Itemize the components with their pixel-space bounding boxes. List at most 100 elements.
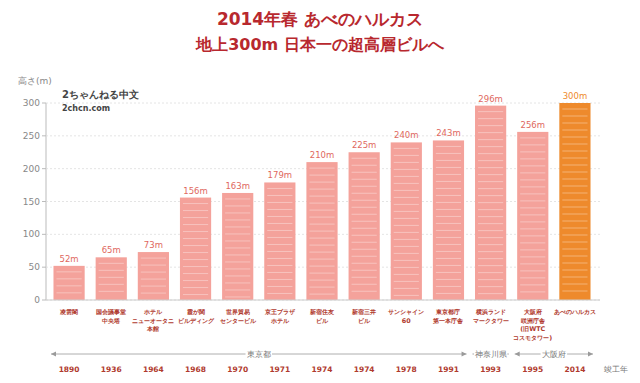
window-stripe xyxy=(394,176,419,177)
window-stripe xyxy=(520,165,545,166)
tick-label: 250 xyxy=(23,131,40,141)
window-stripe xyxy=(520,179,545,180)
bars xyxy=(53,103,590,300)
window-stripe xyxy=(478,223,503,224)
window-stripe xyxy=(225,226,250,227)
category-label: 新宿三井ビル xyxy=(351,308,376,325)
window-stripe xyxy=(309,266,334,267)
window-stripe xyxy=(520,186,545,187)
window-stripe xyxy=(394,267,419,268)
subtitle: 地上300m 日本一の超高層ビルへ xyxy=(195,35,445,54)
window-stripe xyxy=(309,189,334,190)
window-stripe xyxy=(562,151,587,152)
window-stripe xyxy=(141,265,166,266)
window-stripe xyxy=(520,263,545,264)
data-label: 296m xyxy=(478,94,503,104)
data-label: 65m xyxy=(102,245,121,255)
tick-label: 100 xyxy=(23,229,40,239)
category-line: 大阪府 xyxy=(523,308,542,316)
window-stripe xyxy=(225,254,250,255)
window-stripe xyxy=(352,228,377,229)
window-stripe xyxy=(225,268,250,269)
grid-line xyxy=(46,103,600,104)
window-stripe xyxy=(225,233,250,234)
title: 2014年春 あべのハルカス xyxy=(217,9,423,29)
window-stripe xyxy=(520,158,545,159)
window-stripe xyxy=(520,256,545,257)
bar xyxy=(53,266,84,300)
window-stripe xyxy=(267,258,292,259)
category-line: ビル xyxy=(358,317,371,325)
window-stripe xyxy=(436,209,461,210)
year-label: 1890 xyxy=(59,365,80,374)
window-stripe xyxy=(394,253,419,254)
window-stripe xyxy=(436,258,461,259)
category-line: センタービル xyxy=(220,317,257,325)
window-stripe xyxy=(352,263,377,264)
window-stripe xyxy=(520,214,545,215)
window-stripe xyxy=(352,270,377,271)
window-stripe xyxy=(352,179,377,180)
window-stripe xyxy=(183,217,208,218)
window-stripe xyxy=(436,293,461,294)
window-stripe xyxy=(183,231,208,232)
window-stripe xyxy=(562,193,587,194)
window-stripe xyxy=(352,235,377,236)
window-stripe xyxy=(267,279,292,280)
window-stripe xyxy=(309,252,334,253)
category-line: ビル xyxy=(316,317,329,325)
window-stripe xyxy=(183,287,208,288)
category-label: ホテルニューオータニ本館 xyxy=(132,308,174,333)
window-stripe xyxy=(225,261,250,262)
window-stripe xyxy=(436,272,461,273)
category-label: 霞が関ビルディング xyxy=(178,308,215,325)
window-stripe xyxy=(394,211,419,212)
window-stripe xyxy=(562,214,587,215)
window-stripe xyxy=(520,207,545,208)
bar xyxy=(96,257,127,300)
window-stripe xyxy=(478,293,503,294)
window-stripe xyxy=(225,212,250,213)
window-stripe xyxy=(562,123,587,124)
window-stripe xyxy=(394,281,419,282)
category-label: 新宿住友ビル xyxy=(309,308,335,325)
tick-mark xyxy=(42,201,46,202)
category-line: 新宿住友 xyxy=(309,308,335,316)
window-stripe xyxy=(183,203,208,204)
year-label: 1995 xyxy=(522,365,543,374)
window-stripe xyxy=(436,181,461,182)
category-label: 国会議事堂中央塔 xyxy=(96,308,126,325)
window-stripe xyxy=(99,270,124,271)
category-line: 凌雲閣 xyxy=(60,308,78,316)
window-stripe xyxy=(394,190,419,191)
window-stripe xyxy=(309,175,334,176)
category-label: 凌雲閣 xyxy=(60,308,78,316)
window-stripe xyxy=(562,172,587,173)
window-stripe xyxy=(520,270,545,271)
grid-line xyxy=(46,135,600,136)
window-stripe xyxy=(478,125,503,126)
region-label: 大阪府 xyxy=(542,350,566,359)
window-stripe xyxy=(309,273,334,274)
bar xyxy=(222,193,253,300)
window-stripe xyxy=(394,232,419,233)
data-label: 73m xyxy=(144,240,163,250)
window-stripe xyxy=(352,221,377,222)
window-stripe xyxy=(309,231,334,232)
window-stripe xyxy=(562,179,587,180)
window-stripe xyxy=(478,265,503,266)
window-stripe xyxy=(352,291,377,292)
window-stripe xyxy=(225,275,250,276)
year-label: 1968 xyxy=(185,365,206,374)
year-label: 1971 xyxy=(269,365,290,374)
year-label: 1993 xyxy=(480,365,501,374)
region-label: 東京都 xyxy=(247,350,271,359)
window-stripe xyxy=(478,188,503,189)
window-stripe xyxy=(141,286,166,287)
window-stripe xyxy=(478,153,503,154)
window-stripe xyxy=(141,293,166,294)
window-stripe xyxy=(225,296,250,297)
data-label: 225m xyxy=(352,140,377,150)
window-stripe xyxy=(562,249,587,250)
tick-mark xyxy=(42,103,46,104)
